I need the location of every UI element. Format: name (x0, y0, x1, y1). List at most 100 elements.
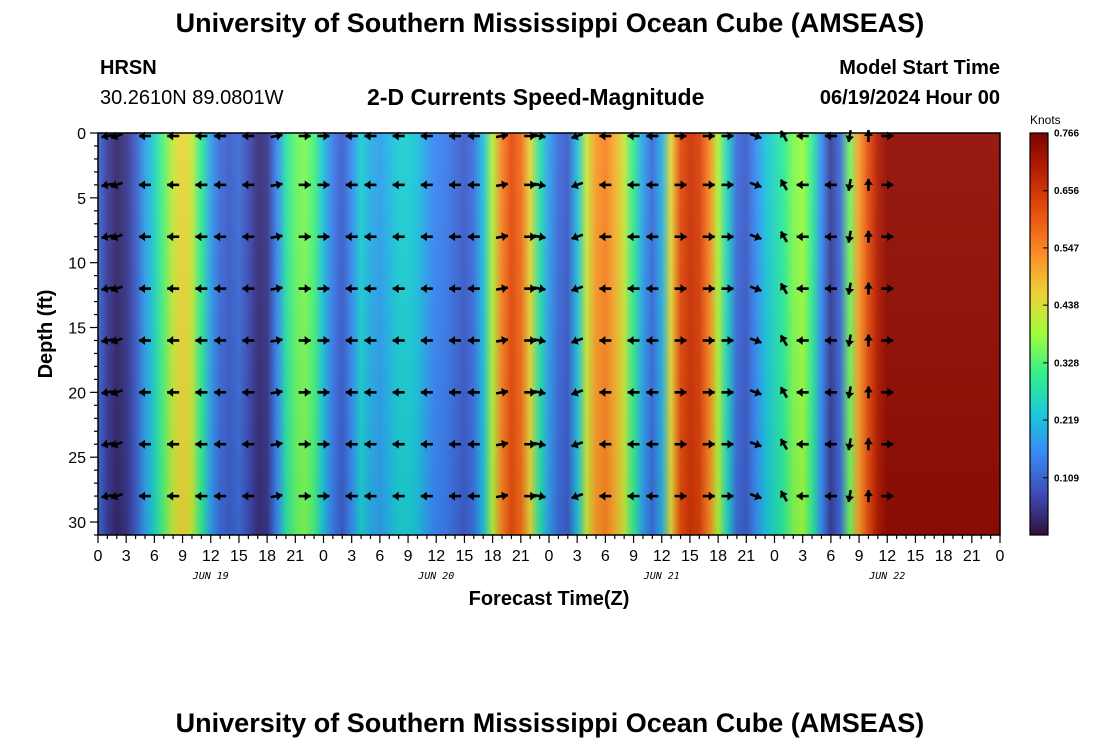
current-arrow (702, 284, 715, 294)
y-tick-label: 30 (68, 515, 86, 532)
current-arrow (796, 387, 809, 397)
current-arrow (571, 131, 584, 141)
current-arrow (167, 284, 180, 294)
current-arrow (167, 232, 180, 242)
current-arrow (779, 490, 789, 502)
y-axis-label: Depth (ft) (35, 290, 57, 379)
current-arrow (599, 232, 612, 242)
current-arrow (345, 180, 358, 190)
current-arrow (749, 131, 762, 141)
current-arrow (627, 232, 640, 242)
current-arrow (242, 335, 255, 345)
current-arrow (674, 439, 687, 449)
current-arrow (721, 491, 734, 501)
current-arrow (195, 335, 208, 345)
current-arrow (467, 491, 480, 501)
current-arrow (167, 439, 180, 449)
colorbar-tick-label: 0.547 (1054, 243, 1079, 254)
current-arrow (167, 335, 180, 345)
current-arrow (845, 438, 855, 451)
current-arrow (242, 491, 255, 501)
x-axis: 0 3 6 9 12 15 18 21 0 3 6 9 12 15 18 21 0 3 6 9 12 15 18 21 0 3 6 9… (94, 535, 1005, 610)
current-arrow (674, 232, 687, 242)
current-arrow (599, 284, 612, 294)
current-arrow (845, 386, 855, 399)
current-arrow (467, 439, 480, 449)
current-arrow (138, 232, 151, 242)
current-arrow (345, 491, 358, 501)
current-arrow (298, 439, 311, 449)
current-arrow (599, 180, 612, 190)
current-arrow (449, 491, 462, 501)
y-axis: 0 5 10 15 20 25 30 Depth (ft) (35, 126, 98, 536)
current-arrows (101, 129, 894, 503)
current-arrow (110, 180, 123, 190)
current-arrow (702, 491, 715, 501)
date-label: JUN 22 (868, 571, 905, 582)
current-arrow (571, 491, 584, 501)
current-arrow (101, 387, 114, 397)
x-tick-label: 6 (150, 548, 159, 565)
x-tick-label: 0 (996, 548, 1005, 565)
current-arrow (863, 178, 873, 191)
colorbar: Knots 0.766 0.656 0.547 0.438 0.328 0.219 0.109 (1029, 113, 1079, 536)
x-tick-label: 12 (427, 548, 445, 565)
current-arrow (845, 178, 855, 192)
current-arrow (364, 491, 377, 501)
x-tick-label: 0 (319, 548, 328, 565)
current-arrow (101, 439, 114, 449)
current-arrow (345, 387, 358, 397)
current-arrow (392, 439, 405, 449)
current-arrow (796, 335, 809, 345)
current-arrow (824, 232, 837, 242)
current-arrow (881, 439, 894, 449)
current-arrow (214, 491, 227, 501)
current-arrow (364, 284, 377, 294)
current-arrow (110, 491, 123, 501)
current-arrow (214, 387, 227, 397)
current-arrow (533, 491, 546, 501)
x-tick-label: 9 (404, 548, 413, 565)
current-arrow (270, 131, 283, 141)
current-arrow (298, 335, 311, 345)
current-arrow (317, 387, 330, 397)
current-arrow (779, 282, 789, 295)
current-arrow (627, 491, 640, 501)
current-arrow (863, 490, 873, 503)
current-arrow (702, 232, 715, 242)
current-arrow (796, 232, 809, 242)
current-arrow (101, 232, 114, 242)
current-arrow (749, 180, 762, 190)
current-arrow (270, 336, 283, 345)
current-arrow (270, 180, 283, 190)
current-arrow (824, 491, 837, 501)
current-arrow (533, 284, 546, 294)
current-arrow (845, 282, 855, 295)
current-arrow (749, 491, 762, 501)
current-arrow (420, 232, 433, 242)
current-arrow (317, 232, 330, 242)
current-arrow (420, 335, 433, 345)
x-tick-label: 3 (798, 548, 807, 565)
current-arrow (646, 387, 659, 397)
current-arrow (467, 335, 480, 345)
current-arrow (317, 180, 330, 190)
colorbar-tick-label: 0.109 (1054, 473, 1079, 484)
y-tick-label: 10 (68, 256, 86, 273)
current-arrow (796, 491, 809, 501)
current-arrow (779, 438, 789, 451)
current-arrow (317, 439, 330, 449)
current-arrow (721, 232, 734, 242)
current-arrow (467, 180, 480, 190)
current-arrow (749, 232, 762, 241)
footer-title: University of Southern Mississippi Ocean… (175, 708, 925, 738)
current-arrow (824, 439, 837, 449)
current-arrow (195, 439, 208, 449)
current-arrow (824, 180, 837, 190)
current-arrow (495, 180, 509, 190)
current-arrow (364, 335, 377, 345)
model-start-value: 06/19/2024 Hour 00 (819, 87, 1000, 109)
current-arrow (796, 284, 809, 294)
current-arrow (242, 232, 255, 242)
